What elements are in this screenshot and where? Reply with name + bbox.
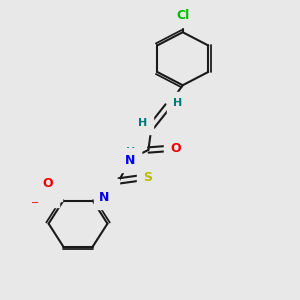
Text: −: − <box>31 198 39 208</box>
Text: N: N <box>125 154 136 167</box>
Text: +: + <box>49 185 56 195</box>
Text: O: O <box>170 142 181 155</box>
Text: Cl: Cl <box>176 9 189 22</box>
Text: S: S <box>143 172 152 184</box>
Text: H: H <box>172 98 182 108</box>
Text: H: H <box>138 118 147 128</box>
Text: N: N <box>43 188 53 201</box>
Text: H: H <box>104 185 114 195</box>
Text: H: H <box>126 147 135 158</box>
Text: O: O <box>43 177 53 190</box>
Text: N: N <box>99 190 110 204</box>
Text: O: O <box>25 193 36 206</box>
